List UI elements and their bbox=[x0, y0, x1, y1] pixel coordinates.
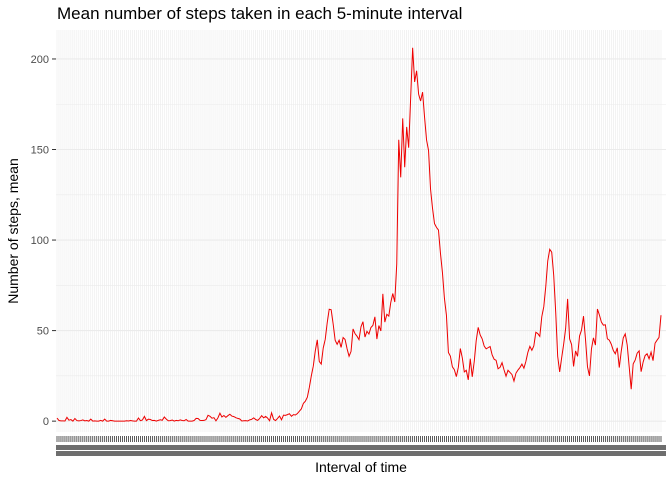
x-axis-ticks bbox=[56, 436, 666, 456]
y-axis-title: Number of steps, mean bbox=[5, 158, 21, 304]
y-tick-label: 0 bbox=[43, 416, 49, 428]
x-tick-labels-overlapping bbox=[56, 445, 666, 450]
y-tick-label: 150 bbox=[31, 145, 49, 157]
grid-lines bbox=[56, 30, 666, 432]
series-line bbox=[56, 47, 662, 422]
y-axis-ticks: 0 50 100 150 200 bbox=[31, 54, 56, 428]
x-tick-labels-overlapping bbox=[56, 451, 666, 456]
y-tick-label: 50 bbox=[37, 326, 49, 338]
x-axis-title: Interval of time bbox=[315, 459, 407, 475]
y-tick-label: 100 bbox=[31, 235, 49, 247]
y-tick-label: 200 bbox=[31, 54, 49, 66]
chart-title: Mean number of steps taken in each 5-min… bbox=[57, 4, 463, 23]
